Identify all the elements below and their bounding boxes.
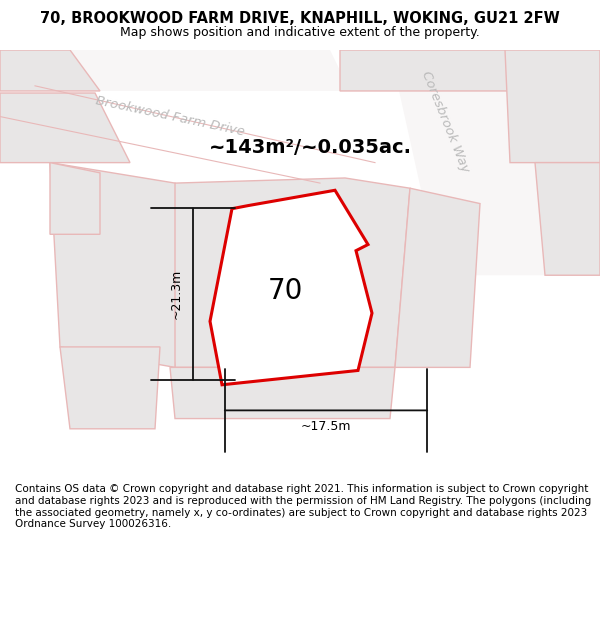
Text: 70: 70 (268, 277, 302, 304)
Polygon shape (60, 347, 160, 429)
Polygon shape (395, 188, 480, 368)
Polygon shape (50, 162, 100, 234)
Text: Map shows position and indicative extent of the property.: Map shows position and indicative extent… (120, 26, 480, 39)
Polygon shape (50, 162, 175, 368)
Text: Brookwood Farm Drive: Brookwood Farm Drive (94, 94, 245, 139)
Text: Coresbrook Way: Coresbrook Way (419, 69, 472, 174)
Polygon shape (340, 50, 530, 91)
Text: 70, BROOKWOOD FARM DRIVE, KNAPHILL, WOKING, GU21 2FW: 70, BROOKWOOD FARM DRIVE, KNAPHILL, WOKI… (40, 11, 560, 26)
Polygon shape (40, 50, 350, 91)
Text: ~143m²/~0.035ac.: ~143m²/~0.035ac. (209, 138, 412, 157)
Polygon shape (210, 190, 372, 385)
Polygon shape (535, 162, 600, 275)
Text: ~21.3m: ~21.3m (170, 269, 182, 319)
Polygon shape (160, 178, 410, 368)
Polygon shape (505, 50, 600, 162)
Text: Contains OS data © Crown copyright and database right 2021. This information is : Contains OS data © Crown copyright and d… (15, 484, 591, 529)
Polygon shape (170, 368, 395, 419)
Polygon shape (0, 93, 130, 162)
Polygon shape (390, 50, 560, 275)
Polygon shape (0, 347, 155, 480)
Polygon shape (0, 50, 100, 91)
Text: ~17.5m: ~17.5m (301, 420, 351, 433)
